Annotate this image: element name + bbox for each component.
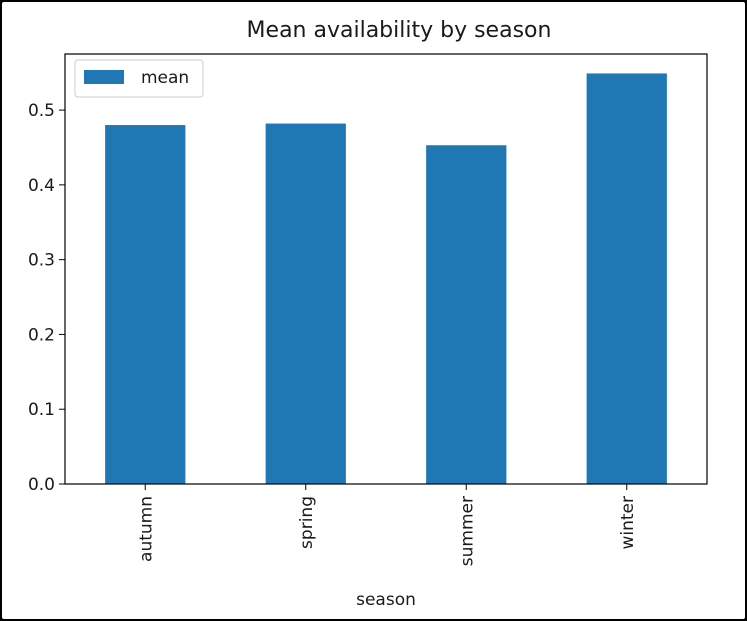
legend-swatch <box>84 70 124 84</box>
bars-group <box>105 73 667 485</box>
y-tick-label: 0.0 <box>28 475 55 495</box>
y-tick-label: 0.2 <box>28 325 55 345</box>
x-axis-label: season <box>356 590 416 610</box>
x-tick-label: summer <box>457 496 477 566</box>
y-tick-label: 0.1 <box>28 400 55 420</box>
x-tick-label: winter <box>618 496 638 550</box>
y-tick-label: 0.3 <box>28 251 55 271</box>
bar-autumn <box>105 125 186 484</box>
x-tick-label: autumn <box>136 496 156 562</box>
bar-spring <box>265 123 346 485</box>
y-tick-label: 0.4 <box>28 176 55 196</box>
chart-title: Mean availability by season <box>247 18 552 43</box>
legend-box <box>74 59 204 98</box>
y-axis: 0.0 0.1 0.2 0.3 0.4 0.5 <box>28 101 65 495</box>
x-tick-label: spring <box>297 496 317 549</box>
bar-winter <box>586 73 667 484</box>
bar-summer <box>426 145 507 484</box>
y-tick-label: 0.5 <box>28 101 55 121</box>
x-axis: autumn spring summer winter <box>136 484 638 566</box>
legend-label: mean <box>141 68 189 88</box>
legend: mean <box>74 59 204 98</box>
plot-area-border <box>64 53 708 485</box>
